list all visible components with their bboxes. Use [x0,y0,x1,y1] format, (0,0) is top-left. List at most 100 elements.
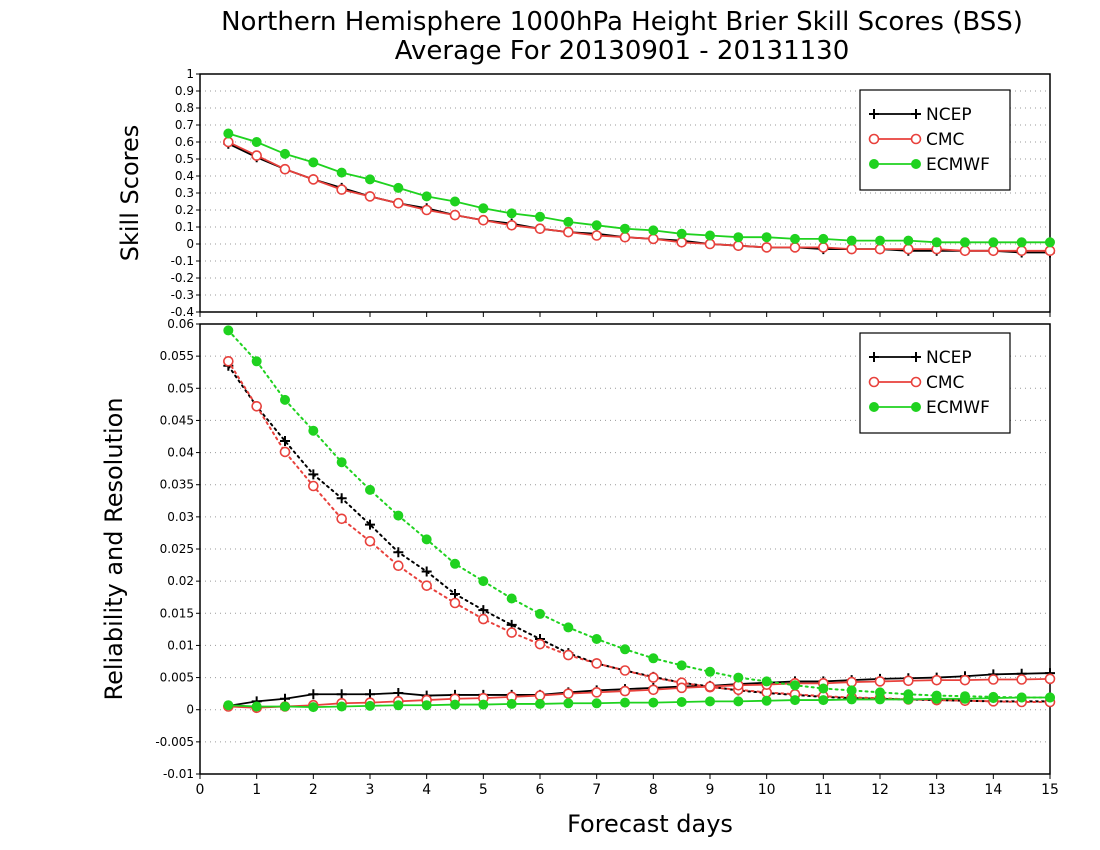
data-point-cmc [591,687,602,698]
plot-frame [199,323,1051,775]
x-tick-label: 14 [984,782,1002,798]
data-point-ecmwf [846,235,857,246]
data-point-ecmwf [280,701,290,712]
y-tick-label: -0.2 [171,271,194,285]
data-point-cmc [676,682,687,694]
data-point-ecmwf [393,510,404,521]
data-point-ecmwf [931,693,942,704]
data-point-cmc [1044,673,1056,685]
data-point-ecmwf [676,697,687,707]
y-tick-label: 0.9 [175,84,194,98]
data-point-ecmwf [931,237,942,248]
legend-label-ecmwf: ECMWF [926,155,990,175]
data-point-ecmwf [308,702,319,713]
x-tick-label: 7 [592,782,601,798]
x-tick-label: 2 [309,782,318,798]
data-point-cmc [563,649,574,661]
data-point-ecmwf [251,701,262,712]
y-tick-label: -0.01 [163,767,194,781]
y-tick-label: 0.4 [175,169,194,183]
data-point-ecmwf [450,196,460,207]
legend-marker [868,376,880,388]
y-tick-label: -0.1 [171,254,194,268]
legend-marker [911,159,921,169]
data-point-cmc [449,597,461,609]
data-point-ecmwf [421,191,432,202]
x-tick-label: 1 [252,782,261,798]
data-point-cmc [251,150,262,161]
data-point-cmc [619,665,631,676]
plot-frame [199,73,1051,313]
data-point-cmc [563,688,574,699]
data-point-cmc [478,214,489,226]
data-point-cmc [619,231,631,243]
data-point-ecmwf [761,695,772,706]
data-point-ecmwf [421,700,432,711]
y-tick-label: 0.005 [160,671,194,685]
data-point-cmc [846,676,857,688]
data-point-ecmwf [761,232,772,243]
x-tick-label: 12 [871,782,889,798]
data-point-cmc [1016,674,1027,685]
data-point-ecmwf [478,576,489,587]
data-point-ecmwf [846,685,857,696]
data-point-ncep [450,589,460,599]
data-point-ecmwf [450,558,460,569]
data-point-cmc [336,513,347,525]
data-point-ecmwf [648,697,659,708]
data-point-ecmwf [903,235,914,246]
legend-marker [869,159,879,169]
data-point-cmc [534,223,546,234]
data-point-ecmwf [1016,692,1027,703]
y-tick-label: 0.025 [160,542,194,556]
legend-marker [869,352,879,362]
data-point-cmc [364,535,376,547]
skill-scores-panel: -0.4 -0.3 -0.2 -0.1 0 0.1 0.2 0.3 0.4 0.5 0.6 0.7 0.… [116,67,1056,319]
data-point-ncep [336,493,347,504]
y-tick-label: -0.3 [171,288,194,302]
y-tick-label: 0.04 [167,446,194,460]
x-tick-label: 13 [928,782,946,798]
data-point-ecmwf [563,698,574,709]
y-tick-label: 0 [186,237,194,251]
legend-marker [868,133,880,145]
x-tick-label: 0 [196,782,205,798]
data-point-ecmwf [988,693,999,704]
y-tick-label: 0.5 [175,152,194,166]
data-point-cmc [478,613,489,625]
data-point-ecmwf [818,683,829,694]
y-tick-label: 1 [186,67,194,81]
data-point-cmc [818,242,829,253]
data-point-ecmwf [591,698,602,709]
data-point-ecmwf [365,700,375,711]
data-point-ecmwf [733,232,744,243]
data-point-cmc [279,446,291,458]
data-point-cmc [959,674,971,686]
legend-marker [910,376,922,388]
y-tick-label: -0.4 [171,305,194,319]
data-point-cmc [279,163,291,175]
data-point-ecmwf [336,167,347,178]
y-tick-label: 0.8 [175,101,194,115]
data-point-ecmwf [648,653,659,664]
data-point-ecmwf [535,698,545,709]
data-point-cmc [506,220,517,231]
legend-marker [869,109,879,119]
x-tick-label: 3 [366,782,375,798]
y-tick-label: 0 [186,703,194,717]
data-point-ecmwf [620,223,630,234]
data-point-cmc [931,674,942,686]
data-point-cmc [704,681,716,692]
data-point-cmc [223,355,234,367]
x-tick-label: 6 [536,782,545,798]
y-tick-label: 0.035 [160,478,194,492]
y-axis-label: Reliability and Resolution [100,397,128,700]
data-point-ecmwf [846,694,857,705]
data-point-cmc [421,204,432,216]
data-point-ecmwf [251,137,262,147]
x-axis-label: Forecast days [567,810,733,838]
data-point-cmc [251,400,262,412]
legend-label-ecmwf: ECMWF [926,398,990,418]
y-tick-label: 0.06 [167,317,194,331]
data-point-ecmwf [705,666,715,677]
